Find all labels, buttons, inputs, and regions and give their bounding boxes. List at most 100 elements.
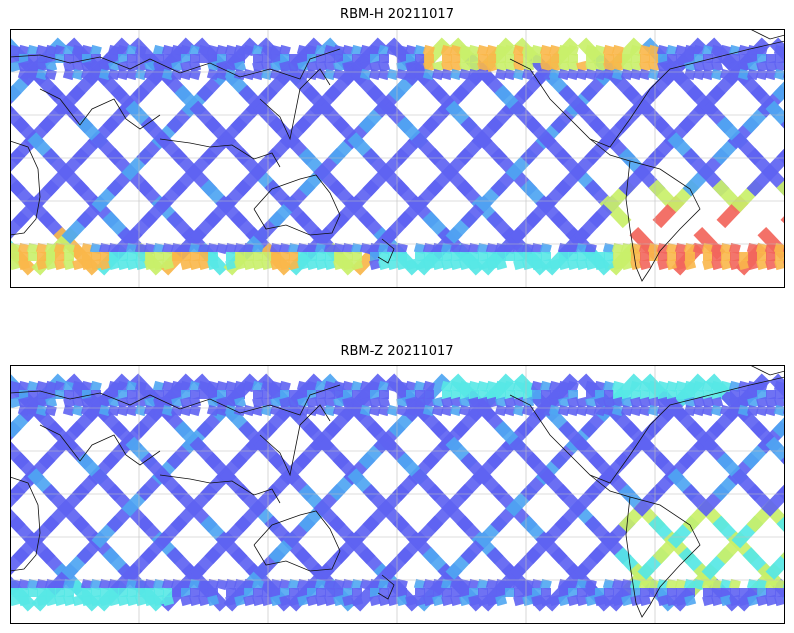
swath-pixel [53, 578, 66, 591]
swath-pixel [620, 404, 633, 417]
swath-pixel [540, 594, 553, 607]
swath-pixel [244, 588, 254, 597]
swath-pixel [314, 242, 327, 255]
swath-pixel [423, 258, 436, 271]
swath-pixel [296, 380, 309, 393]
swath-pixel [325, 390, 335, 399]
swath-pixel [451, 390, 461, 399]
swath-pixel [125, 44, 138, 57]
swath-pixel [503, 380, 516, 393]
swath-pixel [63, 258, 76, 271]
swath-pixel [54, 258, 67, 271]
swath-pixel [341, 44, 354, 57]
swath-pixel [755, 578, 768, 591]
swath-pixel [702, 258, 715, 271]
swath-pixel [224, 578, 237, 591]
swath-pixel [152, 44, 165, 57]
swath-pixel [476, 68, 489, 81]
swath-pixel [622, 588, 632, 597]
swath-pixel [719, 380, 732, 393]
swath-pixel [197, 578, 210, 591]
swath-pixel [485, 44, 498, 57]
swath-pixel [514, 54, 524, 63]
swath-pixel [621, 594, 634, 607]
swath-pixel [377, 68, 390, 81]
swath-pixel [656, 44, 669, 57]
swath-pixel [505, 54, 515, 63]
swath-pixel [44, 578, 57, 591]
swath-pixel [739, 252, 749, 261]
swath-pixel [423, 594, 436, 607]
swath-pixel [135, 258, 148, 271]
swath-pixel [107, 68, 120, 81]
swath-pixel [458, 68, 471, 81]
swath-pixel [387, 594, 400, 607]
swath-pixel [280, 390, 290, 399]
swath-pixel [359, 380, 372, 393]
swath-pixel [19, 54, 29, 63]
swath-pixel [109, 588, 119, 597]
swath-pixel [298, 54, 308, 63]
swath-pixel [665, 242, 678, 255]
swath-pixel [675, 594, 688, 607]
swath-pixel [405, 258, 418, 271]
swath-pixel [35, 380, 48, 393]
swath-pixel [341, 578, 354, 591]
swath-pixel [683, 380, 696, 393]
map-frame [10, 29, 785, 288]
swath-pixel [622, 390, 632, 399]
swath-pixel [558, 594, 571, 607]
swath-pixel [395, 380, 408, 393]
swath-pixel [206, 44, 219, 57]
swath-pixel [118, 54, 128, 63]
swath-pixel [692, 380, 705, 393]
swath-pixel [224, 242, 237, 255]
swath-pixel [503, 404, 516, 417]
swath-pixel [674, 44, 687, 57]
swath-pixel [278, 242, 291, 255]
swath-pixel [109, 390, 119, 399]
swath-pixel [359, 242, 372, 255]
swath-pixel [647, 44, 660, 57]
swath-pixel [37, 54, 47, 63]
swath-pixel [10, 594, 22, 607]
swath-pixel [415, 252, 425, 261]
swath-pixel [593, 404, 606, 417]
swath-pixel [494, 242, 507, 255]
swath-pixel [712, 252, 722, 261]
swath-pixel [775, 252, 785, 261]
swath-pixel [80, 404, 93, 417]
swath-pixel [730, 54, 740, 63]
swath-pixel [575, 242, 588, 255]
swath-pixel [703, 252, 713, 261]
swath-pixel [694, 54, 704, 63]
swath-pixel [116, 380, 129, 393]
swath-pixel [72, 258, 85, 271]
swath-pixel [125, 578, 138, 591]
swath-pixel [215, 578, 228, 591]
swath-pixel [145, 252, 155, 261]
swath-pixel [476, 44, 489, 57]
swath-pixel [710, 44, 723, 57]
swath-pixel [395, 68, 408, 81]
swath-pixel [667, 390, 677, 399]
swath-pixel [595, 54, 605, 63]
swath-pixel [710, 68, 723, 81]
swath-pixel [494, 380, 507, 393]
swath-pixel [369, 258, 382, 271]
swath-pixel [667, 588, 677, 597]
swath-pixel [584, 404, 597, 417]
swath-pixel [55, 588, 65, 597]
swath-pixel [180, 258, 193, 271]
swath-pixel [352, 252, 362, 261]
swath-pixel [62, 404, 75, 417]
swath-pixel [152, 578, 165, 591]
swath-pixel [368, 44, 381, 57]
swath-pixel [567, 594, 580, 607]
swath-pixel [505, 390, 515, 399]
swath-pixel [692, 68, 705, 81]
swath-pixel [28, 390, 38, 399]
swath-pixel [163, 54, 173, 63]
swath-pixel [494, 404, 507, 417]
swath-pixel [341, 242, 354, 255]
